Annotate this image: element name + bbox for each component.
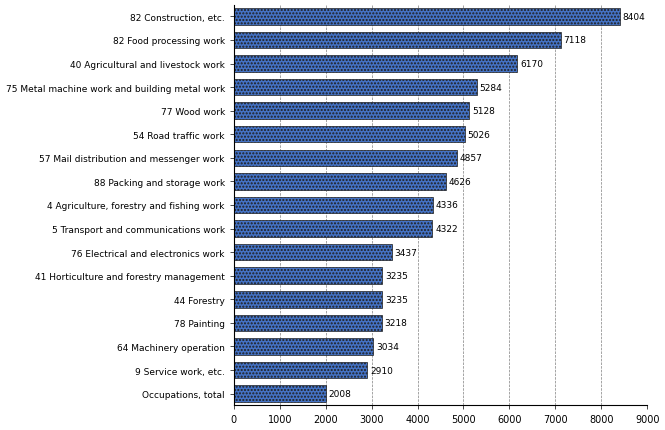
Bar	[234, 33, 561, 49]
Bar	[234, 127, 465, 143]
Bar	[234, 362, 368, 378]
Text: 3034: 3034	[376, 342, 399, 351]
Text: 4857: 4857	[460, 154, 483, 163]
Text: 3218: 3218	[384, 319, 407, 328]
Bar	[234, 9, 620, 25]
Bar	[234, 221, 432, 237]
Text: 3235: 3235	[385, 272, 408, 280]
Text: 4626: 4626	[449, 178, 471, 187]
Text: 5284: 5284	[479, 83, 502, 92]
Bar	[234, 292, 382, 308]
Text: 4322: 4322	[435, 224, 458, 233]
Text: 6170: 6170	[520, 60, 543, 69]
Text: 5026: 5026	[467, 130, 490, 139]
Text: 7118: 7118	[563, 37, 587, 45]
Text: 3235: 3235	[385, 295, 408, 304]
Bar	[234, 56, 517, 73]
Text: 2008: 2008	[329, 389, 352, 398]
Bar	[234, 80, 477, 96]
Bar	[234, 197, 433, 214]
Bar	[234, 385, 326, 402]
Text: 4336: 4336	[436, 201, 459, 210]
Bar	[234, 244, 392, 261]
Text: 5128: 5128	[472, 107, 495, 116]
Bar	[234, 268, 382, 284]
Bar	[234, 315, 382, 332]
Bar	[234, 174, 446, 190]
Text: 8404: 8404	[622, 13, 645, 22]
Bar	[234, 338, 373, 355]
Bar	[234, 150, 457, 167]
Text: 2910: 2910	[370, 366, 393, 375]
Text: 3437: 3437	[394, 248, 418, 257]
Bar	[234, 103, 469, 120]
